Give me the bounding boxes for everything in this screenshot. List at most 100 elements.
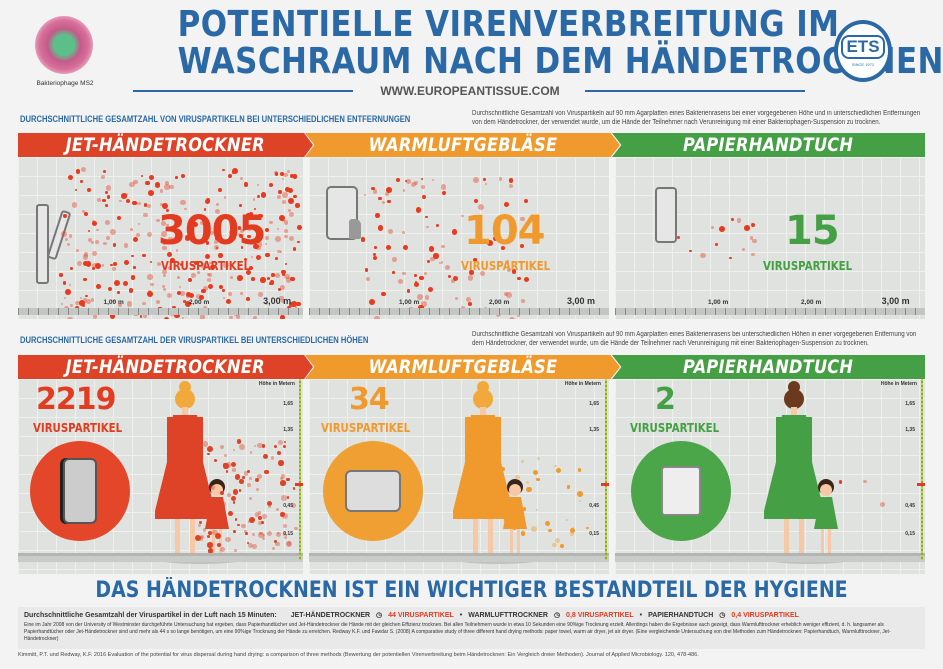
distance-panel-warm: 104 VIRUSPARTIKEL 1,00 m 2,00 m 3,00 m: [309, 157, 609, 319]
virus-particle: [283, 440, 286, 443]
section-height-description: Durchschnittliche Gesamtzahl von Viruspa…: [472, 331, 917, 347]
virus-particle: [206, 241, 210, 245]
virus-particle: [276, 194, 281, 199]
virus-particle: [292, 247, 296, 251]
virus-particle: [244, 258, 248, 262]
distance-banner: JET-HÄNDETROCKNER WARMLUFTGEBLÄSE PAPIER…: [18, 133, 925, 157]
virus-particle: [440, 261, 444, 264]
virus-particle: [474, 258, 477, 261]
virus-particle: [285, 477, 290, 482]
virus-particle: [254, 477, 259, 482]
virus-particle: [106, 195, 110, 199]
virus-particle: [414, 273, 417, 277]
virus-particle: [751, 222, 756, 228]
virus-particle: [74, 188, 77, 191]
child-dress: [204, 497, 229, 529]
virus-particle: [288, 212, 294, 218]
virus-particle: [554, 464, 557, 468]
virus-particle: [245, 270, 251, 276]
virus-particle: [227, 292, 232, 297]
virus-particle: [270, 456, 275, 460]
virus-particle: [271, 546, 276, 551]
headline: DAS HÄNDETROCKNEN IST EIN WICHTIGER BEST…: [95, 578, 848, 603]
height-panel-jet: 2219 VIRUSPARTIKEL Höhe in Metern 1,65 1,3…: [18, 379, 303, 574]
virus-particle: [483, 178, 486, 181]
virus-particle: [430, 256, 436, 262]
virus-particle: [232, 449, 235, 452]
virus-particle: [418, 304, 424, 310]
virus-particle: [504, 201, 510, 208]
section-distance-description: Durchschnittliche Gesamtzahl von Viruspa…: [472, 110, 921, 126]
virus-particle: [140, 174, 144, 178]
child-dress: [813, 497, 838, 529]
virus-particle: [263, 534, 266, 537]
virus-particle: [161, 269, 167, 275]
paper-towel-dispenser-icon: [655, 187, 677, 243]
virus-particle: [227, 493, 231, 497]
virus-particle: [274, 272, 281, 278]
virus-particle: [112, 243, 117, 248]
virus-particle: [294, 526, 298, 531]
virus-particle: [286, 305, 291, 310]
virus-particle: [135, 232, 140, 237]
virus-particle: [116, 215, 121, 220]
virus-particle: [730, 217, 735, 222]
virus-particle: [165, 209, 169, 213]
virus-particle: [225, 470, 228, 473]
virus-particle: [262, 537, 266, 541]
virus-particle: [246, 212, 251, 217]
virus-particle: [133, 179, 138, 184]
virus-particle: [421, 301, 427, 308]
height-tick-label: 1,35: [283, 427, 293, 433]
virus-particle: [85, 261, 92, 267]
virus-particle: [440, 183, 447, 190]
virus-particle: [473, 198, 479, 204]
virus-particle: [392, 270, 395, 274]
virus-particle: [280, 315, 285, 319]
virus-particle: [202, 528, 207, 532]
virus-particle: [154, 182, 161, 188]
height-tick-label: 0,15: [905, 531, 915, 537]
virus-particle: [179, 262, 184, 267]
virus-particle: [280, 480, 286, 486]
virus-particle: [207, 548, 213, 554]
virus-particle: [168, 237, 173, 242]
virus-particle: [123, 243, 129, 248]
virus-particle: [246, 469, 251, 474]
virus-particle: [85, 295, 88, 298]
child-dress: [503, 497, 527, 529]
virus-particle: [199, 473, 203, 477]
virus-particle: [688, 249, 692, 253]
virus-particle: [253, 444, 256, 447]
virus-particle: [214, 208, 221, 215]
virus-particle: [198, 536, 204, 542]
virus-particle: [371, 187, 375, 191]
paper-towel-badge: [631, 441, 731, 541]
virus-particle: [121, 193, 127, 200]
virus-particle: [427, 286, 434, 293]
virus-particle: [556, 468, 562, 474]
virus-particle: [86, 187, 92, 192]
virus-particle: [109, 313, 116, 319]
virus-particle: [225, 536, 231, 543]
virus-particle: [503, 507, 508, 512]
virus-particle: [75, 301, 80, 306]
virus-particle: [372, 252, 377, 257]
virus-particle: [162, 202, 168, 209]
virus-particle: [88, 238, 93, 243]
virus-particle: [431, 178, 435, 182]
virus-particle: [186, 292, 192, 298]
virus-particle: [279, 476, 283, 480]
virus-particle: [742, 248, 746, 252]
virus-particle: [281, 270, 286, 275]
virus-particle: [83, 252, 89, 258]
virus-particle: [202, 440, 209, 447]
virus-particle: [204, 208, 207, 211]
virus-particle: [244, 239, 249, 244]
height-axis: [605, 379, 607, 560]
virus-particle: [265, 235, 270, 240]
virus-particle: [295, 203, 300, 208]
distance-unit-warm: VIRUSPARTIKEL: [461, 259, 551, 273]
website-link[interactable]: WWW.EUROPEANTISSUE.COM: [380, 84, 560, 98]
virus-particle: [264, 302, 268, 306]
